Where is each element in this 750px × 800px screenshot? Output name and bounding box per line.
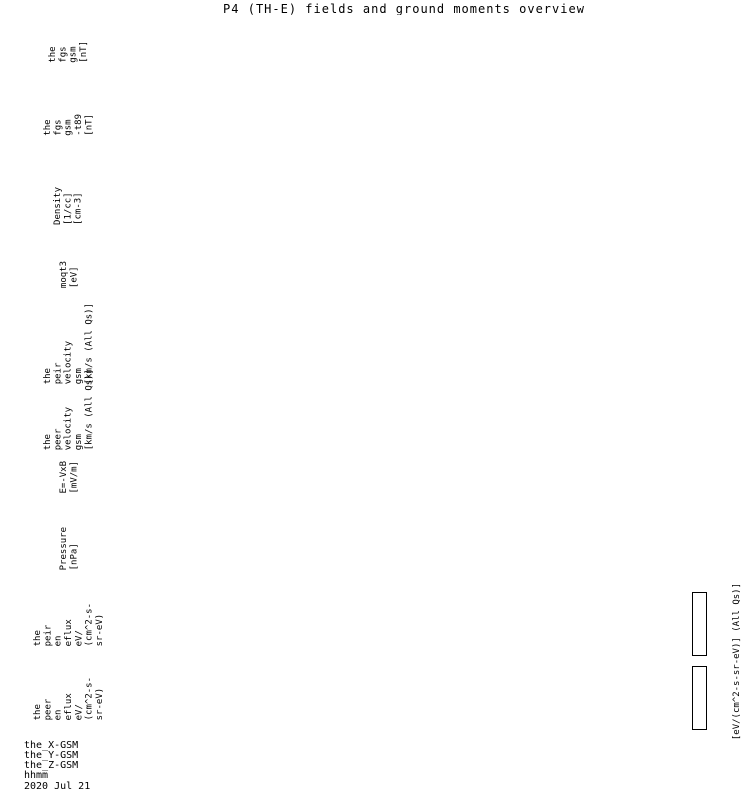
xaxis-row-label-zgsm: the_Z-GSM [24, 760, 79, 771]
ylabel-text: moqt3 [eV] [58, 261, 79, 289]
ylabel-electron-velocity: the peer velocity gsm [km/s (All Qs)] [14, 369, 124, 450]
panel-fgs-gsm [130, 15, 678, 88]
legend-fgs [694, 15, 750, 88]
flag-bar [130, 163, 678, 169]
panel-fgs-gsm-t89 [130, 88, 678, 161]
ylabel-text: Pressure [nPa] [58, 527, 79, 571]
xaxis-row-label-xgsm: the_X-GSM [24, 740, 79, 751]
ylabel-electron-eflux: the peer en eflux eV/ (cm^2-s- sr-eV) [14, 663, 124, 735]
legend-ion-velocity [694, 311, 750, 377]
panel-density [130, 172, 678, 240]
ylabel-pressure: Pressure [nPa] [14, 512, 124, 586]
ylabel-text: the fgs gsm [nT] [48, 40, 90, 63]
ylabel-text: the peer velocity gsm [km/s (All Qs)] [43, 369, 95, 451]
legend-efield [694, 444, 750, 510]
colorbar-unit-label: [eV/(cm^2-s-sr-eV)] (All Qs)] [732, 583, 742, 741]
ylabel-text: E=-VxB [mV/m] [58, 460, 79, 494]
panel-ion-velocity [130, 311, 678, 377]
ylabel-text: the peir en eflux eV/ (cm^2-s- sr-eV) [32, 603, 105, 647]
panel-efield [130, 444, 678, 510]
ylabel-text: the peer en eflux eV/ (cm^2-s- sr-eV) [32, 677, 105, 721]
panel-electron-velocity [130, 377, 678, 443]
legend-temperature [694, 241, 750, 309]
ylabel-text: Density [1/cc] [cm-3] [53, 187, 85, 225]
legend-electron-velocity [694, 377, 750, 443]
ylabel-density: Density [1/cc] [cm-3] [14, 172, 124, 240]
panel-pressure [130, 512, 678, 586]
ylabel-text: the peir velocity gsm [km/s (All Qs)] [43, 303, 95, 385]
xaxis-row-label-hhmm: hhmm [24, 770, 49, 781]
ylabel-efield: E=-VxB [mV/m] [14, 444, 124, 510]
panel-electron-spectrogram [130, 663, 678, 735]
panel-ion-spectrogram [130, 589, 678, 661]
ylabel-text: the fgs gsm -t89 [nT] [43, 113, 95, 136]
ylabel-temperature: moqt3 [eV] [14, 241, 124, 309]
colorbar-electron [692, 666, 707, 730]
ylabel-fgs-gsm: the fgs gsm [nT] [14, 15, 124, 88]
legend-density [694, 172, 750, 240]
xaxis-row-label-ygsm: the_Y-GSM [24, 750, 79, 761]
figure-title: P4 (TH-E) fields and ground moments over… [223, 2, 585, 16]
ylabel-ion-velocity: the peir velocity gsm [km/s (All Qs)] [14, 303, 124, 384]
panel-temperature [130, 241, 678, 309]
ylabel-ion-eflux: the peir en eflux eV/ (cm^2-s- sr-eV) [14, 589, 124, 661]
ylabel-fgs-gsm-t89: the fgs gsm -t89 [nT] [14, 88, 124, 161]
legend-fgs-t89 [694, 88, 750, 161]
colorbar-ion [692, 592, 707, 656]
date-label: 2020 Jul 21 [24, 781, 91, 792]
